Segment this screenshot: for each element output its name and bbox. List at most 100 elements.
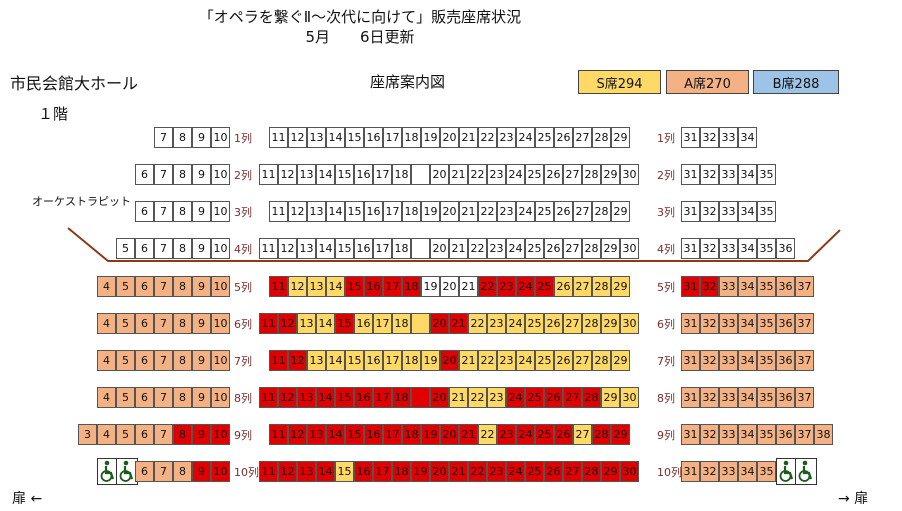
seat-center[interactable]: 27 bbox=[563, 313, 582, 334]
seat-right[interactable]: 33 bbox=[719, 313, 738, 334]
seat-left[interactable]: 5 bbox=[116, 313, 135, 334]
seat-right[interactable]: 35 bbox=[757, 201, 776, 222]
seat-left[interactable]: 7 bbox=[154, 387, 173, 408]
seat-center[interactable]: 12 bbox=[288, 127, 307, 148]
seat-center[interactable] bbox=[411, 164, 430, 185]
seat-right[interactable]: 37 bbox=[795, 387, 814, 408]
seat-center[interactable]: 26 bbox=[544, 164, 563, 185]
seat-center[interactable]: 23 bbox=[487, 238, 506, 259]
seat-center[interactable]: 29 bbox=[611, 424, 630, 445]
seat-left[interactable]: 10 bbox=[211, 201, 230, 222]
seat-center[interactable]: 20 bbox=[440, 424, 459, 445]
seat-center[interactable]: 21 bbox=[459, 350, 478, 371]
seat-center[interactable]: 22 bbox=[478, 201, 497, 222]
seat-center[interactable]: 16 bbox=[354, 313, 373, 334]
seat-center[interactable]: 27 bbox=[563, 387, 582, 408]
seat-center[interactable]: 21 bbox=[449, 461, 468, 482]
seat-center[interactable]: 26 bbox=[544, 461, 563, 482]
seat-center[interactable]: 18 bbox=[392, 238, 411, 259]
seat-left[interactable]: 6 bbox=[135, 424, 154, 445]
seat-left[interactable]: 6 bbox=[135, 461, 154, 482]
seat-center[interactable]: 20 bbox=[440, 201, 459, 222]
seat-left[interactable]: 5 bbox=[116, 350, 135, 371]
seat-center[interactable]: 16 bbox=[354, 238, 373, 259]
seat-right[interactable]: 37 bbox=[795, 313, 814, 334]
seat-center[interactable]: 25 bbox=[525, 238, 544, 259]
seat-center[interactable]: 20 bbox=[440, 127, 459, 148]
seat-center[interactable]: 13 bbox=[297, 313, 316, 334]
seat-center[interactable]: 15 bbox=[335, 461, 354, 482]
seat-left[interactable]: 4 bbox=[97, 387, 116, 408]
seat-right[interactable]: 32 bbox=[700, 164, 719, 185]
seat-left[interactable]: 8 bbox=[173, 276, 192, 297]
seat-center[interactable]: 24 bbox=[506, 461, 525, 482]
seat-center[interactable]: 26 bbox=[544, 313, 563, 334]
seat-left[interactable]: 4 bbox=[97, 313, 116, 334]
seat-center[interactable]: 22 bbox=[468, 387, 487, 408]
seat-center[interactable]: 16 bbox=[364, 201, 383, 222]
seat-center[interactable]: 13 bbox=[307, 276, 326, 297]
seat-center[interactable]: 25 bbox=[525, 387, 544, 408]
seat-right[interactable]: 35 bbox=[757, 424, 776, 445]
seat-left[interactable]: 8 bbox=[173, 424, 192, 445]
seat-center[interactable]: 23 bbox=[497, 350, 516, 371]
seat-left[interactable]: 10 bbox=[211, 238, 230, 259]
seat-right[interactable]: 33 bbox=[719, 201, 738, 222]
seat-center[interactable]: 12 bbox=[278, 387, 297, 408]
seat-center[interactable]: 12 bbox=[278, 164, 297, 185]
seat-center[interactable]: 15 bbox=[335, 313, 354, 334]
seat-center[interactable] bbox=[411, 313, 430, 334]
seat-right[interactable]: 31 bbox=[681, 127, 700, 148]
seat-left[interactable]: 6 bbox=[135, 238, 154, 259]
seat-center[interactable]: 13 bbox=[307, 127, 326, 148]
seat-center[interactable]: 15 bbox=[335, 164, 354, 185]
seat-center[interactable]: 19 bbox=[421, 127, 440, 148]
seat-center[interactable]: 27 bbox=[573, 201, 592, 222]
seat-center[interactable]: 21 bbox=[459, 127, 478, 148]
seat-left[interactable]: 8 bbox=[173, 127, 192, 148]
seat-right[interactable]: 34 bbox=[738, 127, 757, 148]
seat-center[interactable]: 23 bbox=[487, 461, 506, 482]
seat-center[interactable]: 22 bbox=[478, 350, 497, 371]
seat-center[interactable]: 23 bbox=[497, 276, 516, 297]
seat-left[interactable]: 10 bbox=[211, 313, 230, 334]
seat-center[interactable]: 25 bbox=[535, 201, 554, 222]
seat-right[interactable]: 35 bbox=[757, 276, 776, 297]
seat-left[interactable]: 10 bbox=[211, 461, 230, 482]
seat-center[interactable]: 22 bbox=[468, 461, 487, 482]
seat-center[interactable]: 25 bbox=[525, 461, 544, 482]
seat-center[interactable]: 11 bbox=[259, 461, 278, 482]
seat-center[interactable]: 11 bbox=[269, 201, 288, 222]
seat-center[interactable]: 18 bbox=[392, 387, 411, 408]
seat-center[interactable]: 15 bbox=[345, 424, 364, 445]
seat-right[interactable]: 33 bbox=[719, 164, 738, 185]
seat-center[interactable]: 11 bbox=[269, 350, 288, 371]
seat-left[interactable]: 7 bbox=[154, 201, 173, 222]
seat-right[interactable]: 37 bbox=[795, 424, 814, 445]
seat-center[interactable]: 14 bbox=[326, 127, 345, 148]
seat-right[interactable]: 33 bbox=[719, 350, 738, 371]
seat-center[interactable]: 25 bbox=[535, 350, 554, 371]
seat-center[interactable]: 28 bbox=[582, 313, 601, 334]
seat-center[interactable]: 23 bbox=[487, 164, 506, 185]
seat-right[interactable]: 32 bbox=[700, 387, 719, 408]
seat-center[interactable]: 24 bbox=[506, 164, 525, 185]
seat-right[interactable]: 31 bbox=[681, 424, 700, 445]
seat-center[interactable]: 27 bbox=[563, 238, 582, 259]
seat-center[interactable]: 24 bbox=[516, 201, 535, 222]
seat-center[interactable]: 19 bbox=[421, 276, 440, 297]
seat-center[interactable]: 30 bbox=[620, 461, 639, 482]
seat-center[interactable]: 25 bbox=[525, 313, 544, 334]
seat-center[interactable]: 27 bbox=[573, 424, 592, 445]
seat-left[interactable]: 4 bbox=[97, 350, 116, 371]
seat-center[interactable]: 14 bbox=[316, 164, 335, 185]
seat-center[interactable]: 18 bbox=[402, 127, 421, 148]
seat-center[interactable]: 17 bbox=[383, 276, 402, 297]
seat-center[interactable]: 18 bbox=[392, 164, 411, 185]
seat-right[interactable]: 38 bbox=[814, 424, 833, 445]
seat-center[interactable]: 11 bbox=[269, 127, 288, 148]
seat-center[interactable]: 24 bbox=[506, 387, 525, 408]
seat-left[interactable]: 5 bbox=[116, 238, 135, 259]
seat-center[interactable]: 21 bbox=[449, 313, 468, 334]
seat-left[interactable]: 7 bbox=[154, 313, 173, 334]
